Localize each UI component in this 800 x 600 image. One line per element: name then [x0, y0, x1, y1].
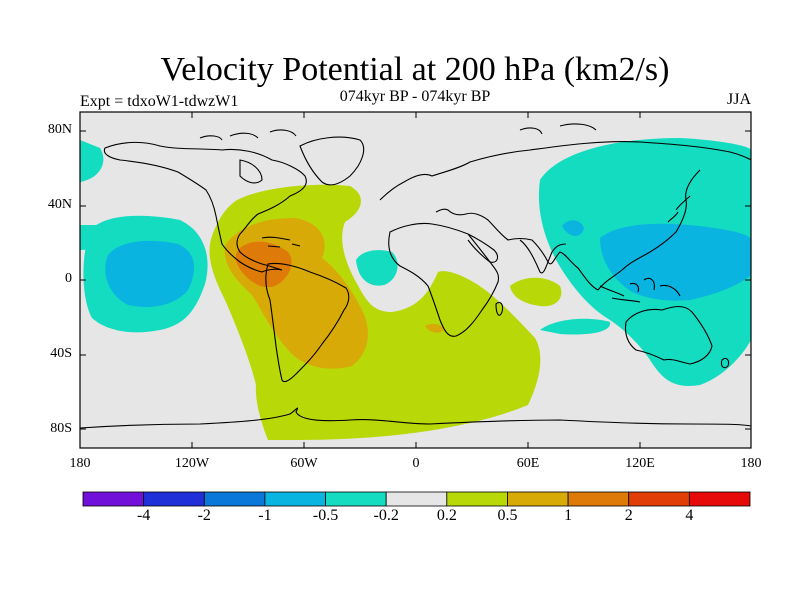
- colorbar-label-5: 0.2: [436, 507, 457, 524]
- lat-label-40S: 40S: [50, 346, 72, 361]
- experiment-label: Expt = tdxoW1-tdwzW1: [80, 93, 239, 110]
- coastline-antarctica: [80, 407, 751, 429]
- figure-title: Velocity Potential at 200 hPa (km2/s): [160, 51, 670, 88]
- contour-neg0.2-africa: [356, 250, 398, 286]
- coastline-caribbean: [261, 236, 301, 248]
- colorbar: [82, 491, 751, 507]
- colorbar-swatch-6: [446, 491, 508, 507]
- lon-label-60E: 60E: [516, 456, 540, 471]
- season-label: JJA: [727, 91, 752, 108]
- lat-label-40N: 40N: [47, 197, 72, 212]
- coastline-hudson-bay: [239, 159, 263, 184]
- contour-neg0.5-pacific: [105, 240, 194, 308]
- colorbar-label-1: -2: [197, 507, 211, 524]
- colorbar-swatch-3: [264, 491, 326, 507]
- lat-label-80N: 80N: [47, 122, 72, 137]
- coastline-africa: [388, 222, 500, 337]
- lat-label-0: 0: [65, 271, 72, 286]
- colorbar-swatch-4: [325, 491, 387, 507]
- colorbar-label-6: 0.5: [497, 507, 518, 524]
- lon-label-180-west: 180: [69, 456, 91, 471]
- lat-label-80S: 80S: [50, 421, 72, 436]
- lon-label-60W: 60W: [290, 456, 318, 471]
- coastline-australia: [624, 305, 713, 365]
- colorbar-label-8: 2: [624, 507, 633, 524]
- contour-0.2-indian-ocean: [510, 277, 562, 307]
- lon-label-120E: 120E: [625, 456, 655, 471]
- contour-0.5-small-africa: [425, 323, 444, 333]
- colorbar-swatch-9: [628, 491, 690, 507]
- coastline-new-zealand: [720, 357, 730, 369]
- coastlines: [80, 123, 751, 429]
- lon-label-0: 0: [412, 456, 420, 471]
- colorbar-swatch-10: [688, 491, 751, 507]
- colorbar-swatch-7: [507, 491, 569, 507]
- map-panel: [79, 111, 752, 449]
- colorbar-label-4: -0.2: [373, 507, 399, 524]
- colorbar-label-3: -0.5: [312, 507, 339, 524]
- coastline-greenland: [299, 136, 365, 186]
- colorbar-swatch-1: [143, 491, 205, 507]
- coastline-india: [519, 239, 567, 274]
- lon-label-180-east: 180: [740, 456, 762, 471]
- coastline-south-america: [265, 262, 350, 383]
- contour-neg0.2-southindian: [540, 318, 611, 335]
- colorbar-swatch-0: [82, 491, 145, 507]
- axis-ticks: [80, 112, 751, 448]
- time-range-subtitle: 074kyr BP - 074kyr BP: [339, 88, 491, 105]
- lon-label-120W: 120W: [174, 456, 210, 471]
- contour-neg0.5-indochina: [562, 220, 584, 236]
- colorbar-swatch-5: [385, 491, 448, 507]
- contour-neg0.2-northatlantic: [80, 225, 102, 250]
- colorbar-label-9: 4: [685, 507, 694, 524]
- coastline-arctic-islands: [199, 123, 597, 141]
- colorbar-label-7: 1: [564, 507, 573, 524]
- coastline-eurasia: [379, 141, 751, 291]
- coastline-north-america: [103, 141, 307, 273]
- contour-neg0.2-westpac: [80, 140, 104, 182]
- colorbar-label-2: -1: [258, 507, 272, 524]
- contour-neg0.5-asia: [600, 223, 751, 301]
- coastline-arabia: [467, 233, 499, 263]
- coastline-madagascar: [495, 301, 504, 316]
- colorbar-swatch-8: [567, 491, 630, 507]
- coastline-indonesia: [599, 277, 681, 303]
- colorbar-swatch-2: [203, 491, 266, 507]
- coastline-japan: [667, 195, 691, 223]
- colorbar-label-0: -4: [136, 507, 151, 524]
